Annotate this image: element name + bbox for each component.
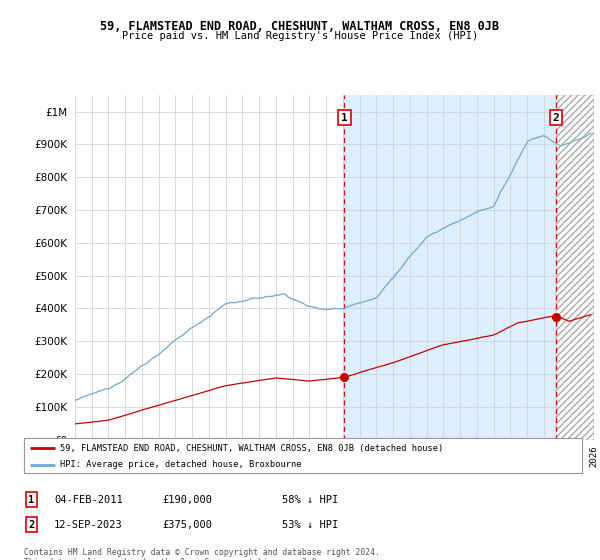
Text: £375,000: £375,000 (162, 520, 212, 530)
Text: Price paid vs. HM Land Registry's House Price Index (HPI): Price paid vs. HM Land Registry's House … (122, 31, 478, 41)
Text: 53% ↓ HPI: 53% ↓ HPI (282, 520, 338, 530)
Text: 59, FLAMSTEAD END ROAD, CHESHUNT, WALTHAM CROSS, EN8 0JB: 59, FLAMSTEAD END ROAD, CHESHUNT, WALTHA… (101, 20, 499, 32)
Bar (556, 95, 594, 440)
Text: 1: 1 (28, 494, 34, 505)
Text: 2: 2 (552, 113, 559, 123)
Bar (344, 95, 556, 440)
Text: 04-FEB-2011: 04-FEB-2011 (54, 494, 123, 505)
Text: 59, FLAMSTEAD END ROAD, CHESHUNT, WALTHAM CROSS, EN8 0JB (detached house): 59, FLAMSTEAD END ROAD, CHESHUNT, WALTHA… (60, 444, 443, 452)
Text: HPI: Average price, detached house, Broxbourne: HPI: Average price, detached house, Brox… (60, 460, 302, 469)
Text: 58% ↓ HPI: 58% ↓ HPI (282, 494, 338, 505)
Text: Contains HM Land Registry data © Crown copyright and database right 2024.
This d: Contains HM Land Registry data © Crown c… (24, 548, 380, 560)
Text: 2: 2 (28, 520, 34, 530)
Text: 12-SEP-2023: 12-SEP-2023 (54, 520, 123, 530)
Text: 1: 1 (341, 113, 348, 123)
Text: £190,000: £190,000 (162, 494, 212, 505)
Bar (556, 95, 594, 440)
